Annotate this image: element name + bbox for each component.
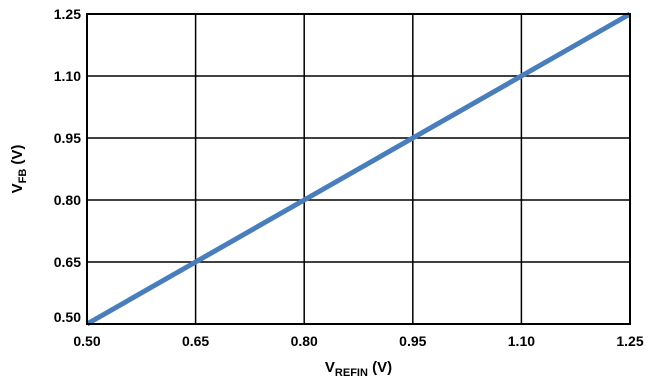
x-axis-title-main: V [325, 359, 335, 376]
plot-frame [86, 13, 631, 325]
y-tick-label: 0.50 [54, 309, 81, 325]
x-tick-label: 1.25 [616, 333, 643, 349]
x-axis-title-sub: REFIN [335, 367, 368, 379]
x-tick-label: 0.65 [182, 333, 209, 349]
y-axis-title-unit: (V) [9, 145, 26, 169]
y-axis-title-main: V [9, 183, 26, 193]
y-axis-title-sub: FB [17, 169, 29, 184]
x-tick-label: 0.50 [73, 333, 100, 349]
y-tick-label: 0.80 [54, 192, 81, 208]
y-tick-label: 1.25 [54, 6, 81, 22]
series-line [85, 11, 632, 327]
y-tick-labels: 0.50 0.65 0.80 0.95 1.10 1.25 [54, 6, 81, 325]
y-tick-label: 1.10 [54, 68, 81, 84]
x-tick-label: 0.95 [399, 333, 426, 349]
x-tick-label: 0.80 [291, 333, 318, 349]
x-tick-labels: 0.50 0.65 0.80 0.95 1.10 1.25 [73, 333, 643, 349]
x-axis-title: VREFIN (V) [325, 359, 392, 379]
x-axis-title-unit: (V) [368, 359, 392, 376]
y-axis-title: VFB (V) [9, 145, 29, 194]
series-layer [85, 11, 632, 327]
x-tick-label: 1.10 [508, 333, 535, 349]
y-tick-label: 0.95 [54, 130, 81, 146]
y-tick-label: 0.65 [54, 254, 81, 270]
